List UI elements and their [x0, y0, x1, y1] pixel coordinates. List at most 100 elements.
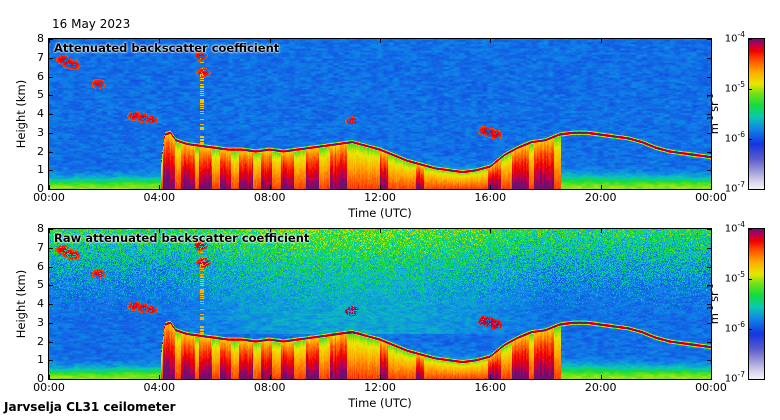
ytick-left [49, 132, 53, 134]
ytick-right [707, 95, 711, 97]
date-label: 16 May 2023 [52, 17, 131, 31]
ytick-label: 7 [37, 240, 44, 254]
plot-area-raw-attenuated-backscatter[interactable] [48, 228, 712, 380]
xtick-bottom [159, 185, 161, 189]
ytick-left [49, 266, 53, 268]
colorbar-gradient-bottom [749, 229, 764, 379]
xtick-bottom [49, 185, 50, 189]
colorbar-gradient-top [749, 39, 764, 189]
ytick-right [707, 285, 711, 287]
ytick-left [49, 285, 53, 287]
xaxis-title: Time (UTC) [348, 206, 412, 220]
ytick-left [49, 304, 53, 305]
panel-title-attenuated-backscatter: Attenuated backscatter coefficient [54, 41, 280, 55]
xtick-top [49, 39, 50, 43]
xtick-bottom [711, 375, 712, 379]
ytick-label: 6 [37, 69, 44, 83]
colorbar-tick [749, 189, 752, 190]
ytick-right [707, 229, 711, 230]
xtick-label: 08:00 [253, 381, 286, 394]
panel-attenuated-backscatter: Attenuated backscatter coefficient [48, 38, 712, 190]
colorbar-tick [749, 379, 752, 380]
yaxis-title: Height (km) [14, 79, 28, 149]
ytick-left [49, 189, 53, 190]
ytick-right [707, 114, 711, 115]
ytick-label: 6 [37, 259, 44, 273]
xtick-label: 00:00 [33, 191, 65, 204]
ytick-left [49, 39, 53, 40]
ytick-left [49, 341, 53, 343]
ytick-label: 8 [37, 222, 44, 235]
ytick-left [49, 322, 53, 324]
ytick-right [707, 76, 711, 78]
xtick-top [711, 229, 712, 233]
colorbar-tick-label: 10-6 [724, 130, 745, 145]
colorbar-tick-label: 10-4 [724, 220, 745, 235]
xtick-top [380, 39, 381, 43]
xtick-label: 08:00 [253, 191, 286, 204]
xtick-label: 00:00 [695, 381, 727, 394]
colorbar-tick-label: 10-7 [724, 180, 745, 195]
colorbar-unit-label: m-1 sr-1 [706, 283, 721, 325]
xtick-bottom [380, 185, 381, 189]
ytick-left [49, 76, 53, 78]
ytick-label: 5 [37, 278, 44, 292]
xtick-bottom [490, 375, 492, 379]
ytick-right [707, 151, 711, 153]
xtick-bottom [490, 185, 492, 189]
colorbar-tick-label: 10-6 [724, 320, 745, 335]
ytick-label: 0 [37, 182, 44, 195]
plot-area-attenuated-backscatter[interactable] [48, 38, 712, 190]
ytick-right [707, 132, 711, 134]
ytick-right [707, 266, 711, 268]
xtick-label: 16:00 [474, 191, 507, 204]
ytick-left [49, 247, 53, 249]
xtick-top [490, 39, 492, 43]
ytick-right [707, 304, 711, 305]
xtick-label: 12:00 [364, 381, 396, 394]
panel-title-raw-attenuated-backscatter: Raw attenuated backscatter coefficient [54, 231, 310, 245]
xtick-bottom [49, 375, 50, 379]
ytick-right [707, 341, 711, 343]
xtick-bottom [711, 185, 712, 189]
xtick-label: 12:00 [364, 191, 396, 204]
ytick-left [49, 95, 53, 97]
xtick-label: 20:00 [584, 381, 617, 394]
ytick-left [49, 379, 53, 380]
colorbar-unit-label: m-1 sr-1 [706, 93, 721, 135]
xtick-top [269, 229, 271, 233]
xtick-top [159, 229, 161, 233]
heatmap-canvas-raw-attenuated-backscatter [49, 229, 711, 379]
colorbar-tick-label: 10-7 [724, 370, 745, 385]
ytick-left [49, 151, 53, 153]
colorbar-tick [749, 39, 752, 40]
ytick-label: 3 [37, 315, 44, 329]
xtick-label: 04:00 [143, 381, 176, 394]
colorbar-tick [749, 89, 752, 90]
xtick-bottom [269, 375, 271, 379]
ytick-left [49, 114, 53, 115]
xtick-top [490, 229, 492, 233]
xtick-top [600, 229, 602, 233]
ytick-right [707, 247, 711, 249]
ytick-left [49, 360, 53, 362]
ytick-left [49, 229, 53, 230]
colorbar-tick [749, 139, 752, 140]
xtick-top [159, 39, 161, 43]
ytick-label: 7 [37, 50, 44, 64]
ytick-right [707, 39, 711, 40]
ytick-label: 0 [37, 372, 44, 385]
xtick-bottom [600, 375, 602, 379]
yaxis-title: Height (km) [14, 269, 28, 339]
ytick-left [49, 57, 53, 59]
colorbar-bottom [748, 228, 765, 380]
colorbar-tick [749, 279, 752, 280]
panel-raw-attenuated-backscatter: Raw attenuated backscatter coefficient [48, 228, 712, 380]
instrument-caption: Jarvselja CL31 ceilometer [4, 400, 176, 414]
ytick-label: 4 [37, 297, 44, 310]
xtick-bottom [600, 185, 602, 189]
ytick-left [49, 170, 53, 172]
xtick-label: 04:00 [143, 191, 176, 204]
xaxis-title: Time (UTC) [348, 396, 412, 410]
